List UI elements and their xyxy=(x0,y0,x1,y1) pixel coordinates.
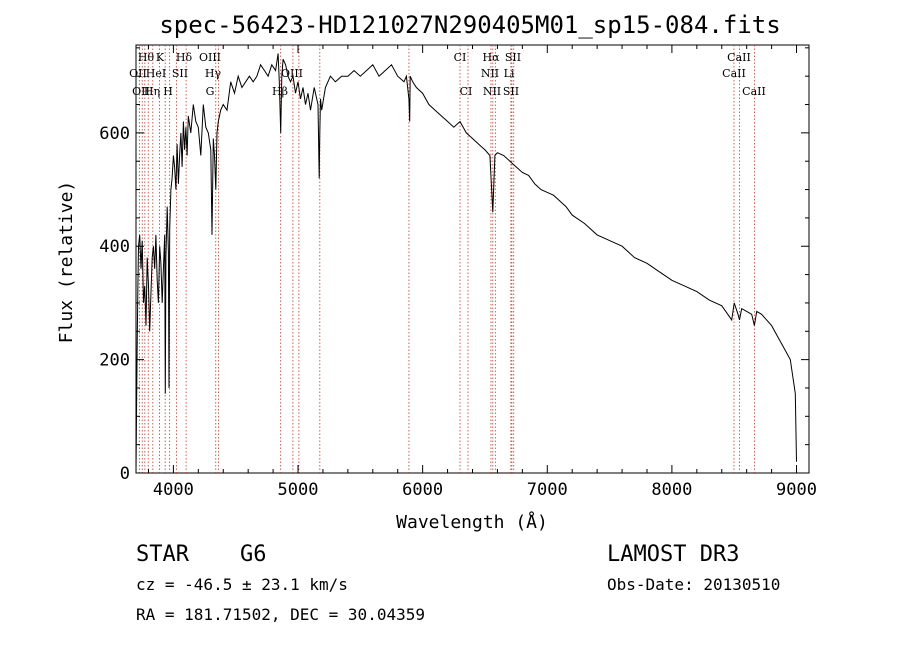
emission-lines xyxy=(138,45,755,473)
line-label: H xyxy=(163,85,173,98)
line-label: Hα xyxy=(482,51,500,64)
line-label: OIII xyxy=(199,51,221,64)
y-axis: 0 200 400 600 xyxy=(99,47,809,484)
line-label: Li xyxy=(504,67,515,80)
line-label: SII xyxy=(503,85,519,98)
line-label: CaII xyxy=(727,51,751,64)
y-tick-label: 600 xyxy=(99,124,130,144)
line-label: NII xyxy=(481,67,499,80)
line-label: Hγ xyxy=(205,67,222,80)
line-label: SII xyxy=(505,51,521,64)
y-tick-label: 400 xyxy=(99,237,130,257)
y-axis-label: Flux (relative) xyxy=(56,181,77,344)
obs-date: Obs-Date: 20130510 xyxy=(607,575,780,594)
x-axis-label: Wavelength (Å) xyxy=(396,511,548,533)
line-label: Hδ xyxy=(176,51,193,64)
line-label: CI xyxy=(454,51,467,64)
plot-frame xyxy=(135,44,810,474)
x-tick-label: 9000 xyxy=(776,480,817,500)
redshift-cz: cz = -46.5 ± 23.1 km/s xyxy=(136,575,348,594)
y-tick-label: 0 xyxy=(120,464,130,484)
line-label: OII xyxy=(132,85,150,98)
line-label: CaII xyxy=(722,67,746,80)
x-tick-label: 4000 xyxy=(153,480,194,500)
x-tick-label: 5000 xyxy=(278,480,319,500)
line-label: Hθ xyxy=(138,51,155,64)
ra-dec: RA = 181.71502, DEC = 30.04359 xyxy=(136,605,425,624)
object-subclass: G6 xyxy=(240,542,267,567)
y-tick-label: 200 xyxy=(99,351,130,371)
line-label: CaII xyxy=(742,85,766,98)
survey-name: LAMOST DR3 xyxy=(607,542,739,567)
line-label: NII xyxy=(483,85,501,98)
line-label: Hη xyxy=(144,85,160,98)
x-tick-label: 6000 xyxy=(402,480,443,500)
x-axis: 4000 5000 6000 7000 8000 9000 xyxy=(147,45,817,500)
object-class: STAR xyxy=(136,542,190,567)
x-tick-label: 7000 xyxy=(527,480,568,500)
line-label: OII xyxy=(129,67,147,80)
line-label: G xyxy=(206,85,215,98)
line-label: HeI xyxy=(146,67,166,80)
spectrum-line xyxy=(135,53,797,474)
line-label: K xyxy=(156,51,165,64)
line-label: CI xyxy=(460,85,473,98)
chart-title: spec-56423-HD121027N290405M01_sp15-084.f… xyxy=(159,11,780,39)
x-tick-label: 8000 xyxy=(651,480,692,500)
line-label: SII xyxy=(172,67,188,80)
